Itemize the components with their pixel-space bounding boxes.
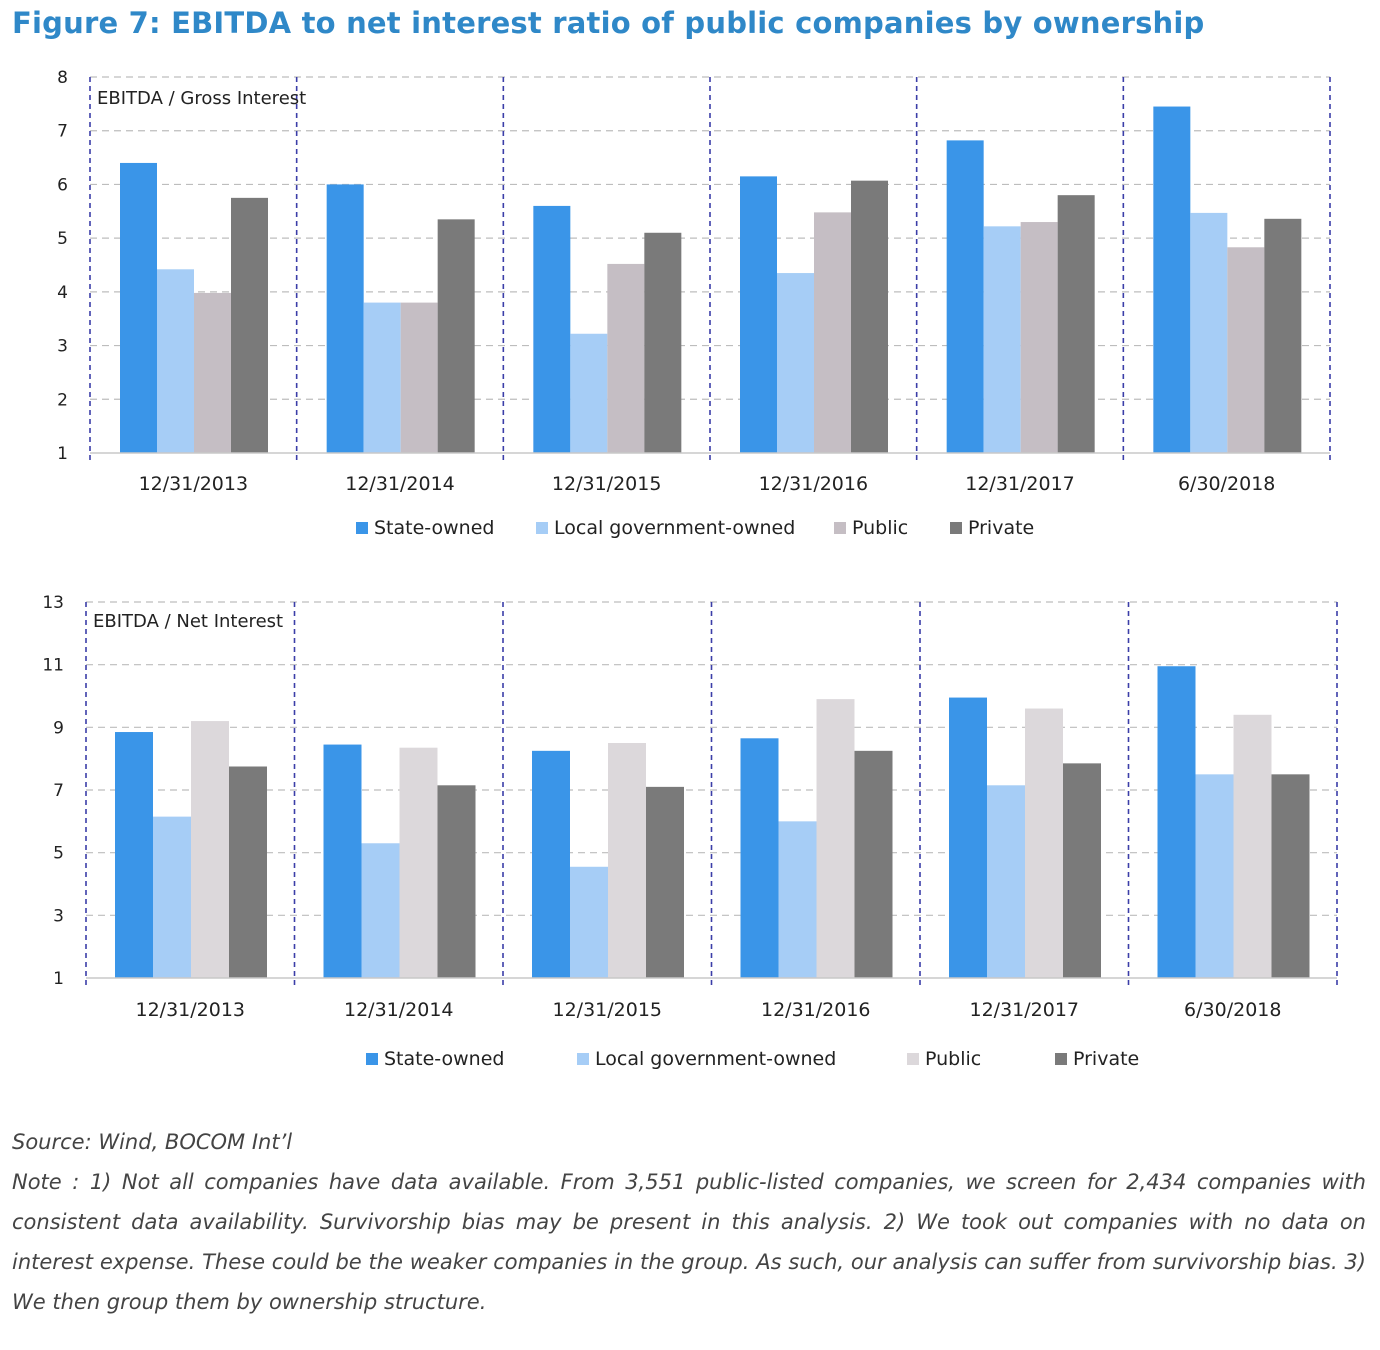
chart-inner-label: EBITDA / Net Interest xyxy=(93,611,283,632)
bar-state-owned-2 xyxy=(532,750,570,978)
x-category-label: 12/31/2013 xyxy=(139,473,249,495)
x-category-label: 12/31/2017 xyxy=(965,473,1075,495)
x-category-label: 12/31/2013 xyxy=(135,999,245,1021)
bar-private-5 xyxy=(1264,218,1302,453)
y-tick-label: 3 xyxy=(53,906,64,926)
y-tick-label: 7 xyxy=(53,781,64,801)
bar-local-government-owned-4 xyxy=(987,785,1025,978)
y-tick-label: 5 xyxy=(53,844,64,864)
x-category-label: 12/31/2017 xyxy=(969,999,1079,1021)
y-tick-label: 11 xyxy=(42,656,64,676)
y-tick-label: 9 xyxy=(53,718,64,738)
x-category-label: 12/31/2016 xyxy=(761,999,871,1021)
bar-local-government-owned-1 xyxy=(363,302,401,453)
y-tick-label: 4 xyxy=(57,283,68,303)
bar-local-government-owned-3 xyxy=(777,273,814,453)
bar-local-government-owned-0 xyxy=(157,269,194,453)
legend-label: Local government-owned xyxy=(554,517,795,539)
bar-state-owned-5 xyxy=(1157,666,1196,978)
y-tick-label: 2 xyxy=(57,390,68,410)
legend-label: Public xyxy=(925,1048,981,1070)
x-category-label: 12/31/2016 xyxy=(759,473,869,495)
legend-swatch xyxy=(1055,1053,1067,1065)
bar-private-4 xyxy=(1063,763,1101,978)
bar-public-0 xyxy=(191,721,229,978)
x-category-label: 12/31/2014 xyxy=(345,473,455,495)
bar-private-3 xyxy=(854,750,893,978)
x-category-label: 6/30/2018 xyxy=(1178,473,1275,495)
legend-swatch xyxy=(834,522,846,534)
bar-state-owned-3 xyxy=(740,738,779,978)
legend-label: Local government-owned xyxy=(595,1048,836,1070)
bar-private-1 xyxy=(437,219,475,453)
bar-local-government-owned-5 xyxy=(1190,212,1228,453)
bar-local-government-owned-2 xyxy=(570,333,608,453)
bar-public-3 xyxy=(816,699,855,978)
bar-state-owned-3 xyxy=(740,176,777,453)
y-tick-label: 8 xyxy=(57,68,68,88)
bar-private-3 xyxy=(851,180,888,453)
bar-public-3 xyxy=(814,212,851,453)
note-text: Note : 1) Not all companies have data av… xyxy=(12,1170,1366,1314)
bar-public-5 xyxy=(1233,714,1272,978)
bar-local-government-owned-3 xyxy=(778,821,817,978)
bar-private-1 xyxy=(437,785,476,978)
y-tick-label: 5 xyxy=(57,229,68,249)
bar-local-government-owned-5 xyxy=(1195,774,1234,978)
bar-local-government-owned-2 xyxy=(570,866,608,978)
bar-public-2 xyxy=(608,743,646,978)
y-tick-label: 6 xyxy=(57,175,68,195)
bar-private-5 xyxy=(1271,774,1310,978)
bar-public-5 xyxy=(1227,247,1265,453)
y-tick-label: 13 xyxy=(42,593,64,613)
x-category-label: 12/31/2014 xyxy=(344,999,454,1021)
bar-state-owned-0 xyxy=(115,732,153,978)
bar-public-1 xyxy=(399,747,438,978)
bar-state-owned-4 xyxy=(949,697,987,978)
legend-swatch xyxy=(907,1053,919,1065)
bar-local-government-owned-1 xyxy=(361,843,400,978)
legend-label: State-owned xyxy=(374,517,494,539)
x-category-label: 12/31/2015 xyxy=(552,999,662,1021)
x-category-label: 12/31/2015 xyxy=(552,473,662,495)
bar-private-0 xyxy=(231,197,268,453)
x-category-label: 6/30/2018 xyxy=(1184,999,1281,1021)
y-tick-label: 3 xyxy=(57,337,68,357)
legend-swatch xyxy=(366,1053,378,1065)
legend-swatch xyxy=(536,522,548,534)
y-tick-label: 1 xyxy=(57,444,68,464)
bar-public-0 xyxy=(194,292,231,453)
source-text: Source: Wind, BOCOM Int’l xyxy=(12,1130,293,1154)
legend-label: State-owned xyxy=(384,1048,504,1070)
bar-private-4 xyxy=(1057,195,1095,453)
legend-label: Private xyxy=(968,517,1034,539)
bar-state-owned-1 xyxy=(323,744,362,978)
chart-inner-label: EBITDA / Gross Interest xyxy=(97,88,306,109)
bar-public-2 xyxy=(607,263,645,453)
bar-public-4 xyxy=(1025,708,1063,978)
bar-private-2 xyxy=(644,232,682,453)
figure-title: Figure 7: EBITDA to net interest ratio o… xyxy=(12,6,1205,40)
bar-local-government-owned-0 xyxy=(153,816,191,978)
bar-local-government-owned-4 xyxy=(983,226,1021,453)
bar-public-1 xyxy=(400,302,438,453)
bar-private-0 xyxy=(229,766,267,978)
legend-swatch xyxy=(950,522,962,534)
gross-interest-chart: 1 2 3 4 5 6 7 8 12/31/2013 12/31/2014 12/31/2015 12… xyxy=(57,68,1331,539)
bar-state-owned-5 xyxy=(1153,106,1191,454)
bar-state-owned-0 xyxy=(120,162,157,453)
legend-label: Private xyxy=(1073,1048,1139,1070)
bar-state-owned-2 xyxy=(533,205,571,453)
y-tick-label: 7 xyxy=(57,122,68,142)
bar-private-2 xyxy=(646,786,684,978)
y-tick-label: 1 xyxy=(53,969,64,989)
bar-state-owned-1 xyxy=(326,184,364,453)
figure-notes: Source: Wind, BOCOM Int’l Note : 1) Not … xyxy=(12,1122,1366,1322)
legend-label: Public xyxy=(852,517,908,539)
legend-swatch xyxy=(577,1053,589,1065)
bar-public-4 xyxy=(1020,222,1058,453)
legend-swatch xyxy=(356,522,368,534)
bar-state-owned-4 xyxy=(946,140,984,453)
